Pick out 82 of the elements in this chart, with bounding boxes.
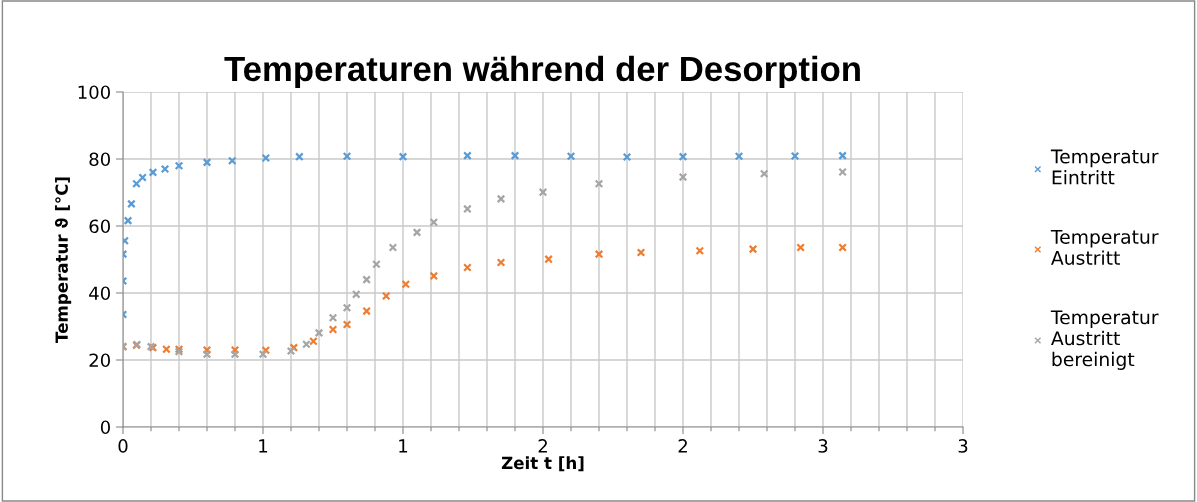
y-tick-label: 0	[100, 420, 110, 435]
x-tick-label: 3	[818, 439, 828, 453]
point	[372, 259, 381, 269]
point	[148, 168, 158, 177]
y-tick-label: 20	[89, 353, 110, 368]
point	[302, 339, 311, 349]
x-tick-label: 0	[118, 439, 128, 453]
point	[678, 172, 688, 182]
point	[412, 228, 422, 237]
x-tick-label: 1	[399, 439, 408, 453]
x-tick-label: 1	[259, 439, 268, 453]
point	[351, 289, 361, 299]
point	[678, 152, 688, 162]
point	[342, 151, 352, 161]
point	[261, 345, 271, 355]
point	[123, 216, 133, 226]
point	[174, 161, 184, 171]
point	[759, 169, 769, 179]
point	[162, 344, 171, 354]
point	[202, 345, 212, 355]
point	[388, 243, 398, 252]
y-tick-label: 60	[89, 219, 110, 234]
point	[138, 173, 147, 182]
x-tick-label: 2	[538, 439, 547, 453]
point	[796, 243, 805, 252]
point	[132, 179, 141, 189]
point	[463, 151, 472, 161]
y-tick-label: 100	[78, 85, 110, 100]
point	[202, 157, 212, 167]
point	[566, 151, 576, 161]
point	[258, 349, 268, 359]
point	[314, 328, 324, 338]
point	[202, 349, 212, 359]
x-tick-label: 2	[678, 439, 687, 453]
point	[127, 199, 136, 209]
point	[289, 343, 299, 352]
point	[286, 346, 296, 356]
point	[342, 303, 352, 313]
y-axis-title: Temperatur ϑ [°C]	[54, 177, 72, 343]
chart-title: Temperaturen während der Desorption	[224, 55, 860, 89]
y-tick-label: 80	[89, 152, 110, 167]
point	[636, 248, 646, 257]
point	[429, 217, 439, 227]
point	[342, 320, 352, 329]
point	[838, 167, 847, 177]
point	[622, 152, 632, 162]
point	[295, 152, 304, 162]
point	[695, 246, 705, 256]
y-tick-label: 40	[89, 286, 110, 301]
point	[594, 179, 604, 189]
point	[748, 244, 758, 254]
point	[381, 291, 391, 301]
point	[429, 271, 439, 281]
point	[496, 258, 506, 267]
point	[838, 151, 847, 161]
point	[230, 345, 240, 355]
point	[734, 151, 744, 161]
point	[790, 151, 800, 161]
point	[401, 279, 411, 289]
point	[544, 254, 553, 264]
point	[398, 152, 408, 162]
legend-label: Temperatur Austritt	[1050, 230, 1159, 265]
x-tick-label: 3	[958, 439, 968, 453]
point	[309, 336, 318, 346]
point	[594, 249, 604, 259]
point	[328, 325, 338, 334]
x-axis-title: Zeit t [h]	[501, 456, 584, 472]
point	[838, 243, 847, 252]
point	[160, 164, 170, 174]
point	[230, 349, 240, 359]
point	[227, 156, 237, 166]
point	[538, 187, 548, 197]
point	[463, 204, 472, 214]
point	[362, 275, 371, 284]
legend-label: Temperatur Eintritt	[1050, 149, 1159, 185]
point	[328, 313, 338, 323]
point	[362, 306, 371, 316]
legend-label: Temperatur Austritt bereinigt	[1050, 310, 1159, 370]
point	[261, 153, 271, 163]
point	[496, 194, 506, 204]
point	[463, 263, 472, 272]
point	[510, 151, 520, 161]
